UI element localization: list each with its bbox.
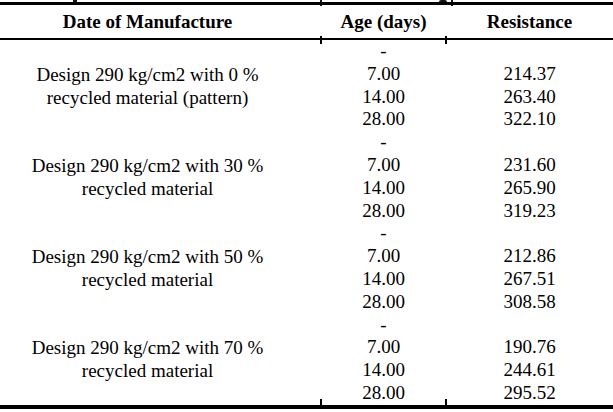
paper-table-page: Date of Manufacture Age (days) Resistanc… [0, 0, 613, 412]
group-label-line1: Design 290 kg/cm2 with 50 % [0, 245, 295, 268]
resistance-cell [446, 131, 613, 154]
resistance-cell: 231.60 [446, 154, 613, 177]
group-label-50-percent: Design 290 kg/cm2 with 50 % recycled mat… [0, 222, 321, 313]
age-cell: 28.00 [321, 200, 446, 223]
resistance-cell [446, 222, 613, 245]
resistance-cell [446, 39, 613, 63]
resistance-cell: 267.51 [446, 268, 613, 291]
resistance-cell [446, 314, 613, 337]
resistance-cell: 214.37 [446, 63, 613, 86]
age-cell: 7.00 [321, 63, 446, 86]
resistance-cell: 295.52 [446, 382, 613, 407]
group-label-line1: Design 290 kg/cm2 with 70 % [0, 336, 295, 359]
group-label-line2: recycled material [0, 177, 295, 200]
age-cell: 7.00 [321, 154, 446, 177]
column-border-tick [320, 399, 322, 409]
resistance-cell: 319.23 [446, 200, 613, 223]
resistance-cell: 265.90 [446, 177, 613, 200]
group-label-line1: Design 290 kg/cm2 with 30 % [0, 154, 295, 177]
column-border-tick [445, 399, 447, 409]
resistance-cell: 322.10 [446, 108, 613, 131]
column-border-tick [320, 36, 322, 44]
age-cell: 14.00 [321, 86, 446, 109]
table-row: Design 290 kg/cm2 with 70 % recycled mat… [0, 314, 613, 337]
group-label-30-percent: Design 290 kg/cm2 with 30 % recycled mat… [0, 131, 321, 222]
age-cell: 7.00 [321, 245, 446, 268]
group-label-line2: recycled material [0, 359, 295, 382]
age-cell: - [321, 131, 446, 154]
header-row: Date of Manufacture Age (days) Resistanc… [0, 4, 613, 40]
col-header-age-days: Age (days) [321, 4, 446, 40]
col-header-date-of-manufacture: Date of Manufacture [0, 4, 321, 40]
age-cell: - [321, 222, 446, 245]
group-label-70-percent: Design 290 kg/cm2 with 70 % recycled mat… [0, 314, 321, 407]
col-header-resistance: Resistance [446, 4, 613, 40]
resistance-cell: 212.86 [446, 245, 613, 268]
group-label-line2: recycled material [0, 268, 295, 291]
group-label-line1: Design 290 kg/cm2 with 0 % [0, 63, 295, 86]
table-row: Design 290 kg/cm2 with 30 % recycled mat… [0, 131, 613, 154]
group-label-0-percent: Design 290 kg/cm2 with 0 % recycled mate… [0, 39, 321, 131]
resistance-cell: 308.58 [446, 291, 613, 314]
resistance-cell: 244.61 [446, 359, 613, 382]
group-label-line2: recycled material (pattern) [0, 86, 295, 109]
age-cell: 28.00 [321, 291, 446, 314]
resistance-results-table: Date of Manufacture Age (days) Resistanc… [0, 2, 613, 409]
table-row: Design 290 kg/cm2 with 50 % recycled mat… [0, 222, 613, 245]
age-cell: - [321, 39, 446, 63]
column-border-tick [445, 36, 447, 44]
age-cell: 28.00 [321, 108, 446, 131]
table-row: Design 290 kg/cm2 with 0 % recycled mate… [0, 39, 613, 63]
age-cell: 14.00 [321, 177, 446, 200]
age-cell: 7.00 [321, 336, 446, 359]
age-cell: 28.00 [321, 382, 446, 407]
resistance-cell: 190.76 [446, 336, 613, 359]
resistance-cell: 263.40 [446, 86, 613, 109]
age-cell: 14.00 [321, 268, 446, 291]
age-cell: 14.00 [321, 359, 446, 382]
age-cell: - [321, 314, 446, 337]
